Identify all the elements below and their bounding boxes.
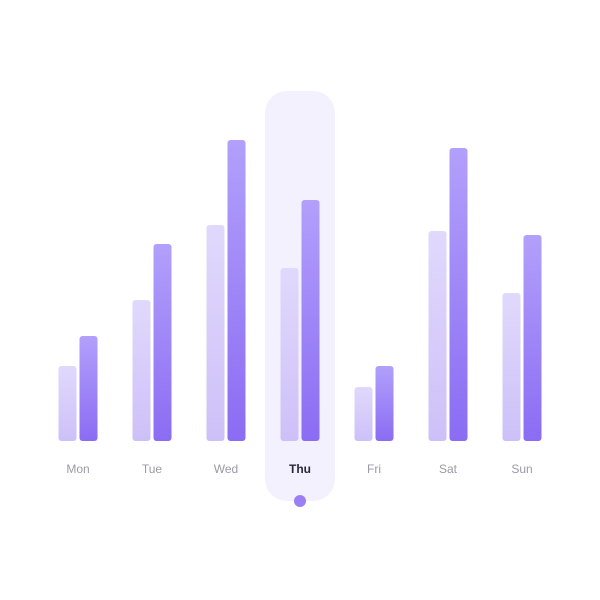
- selected-day-highlight: [265, 91, 335, 501]
- bar-mon-dark[interactable]: [79, 336, 98, 441]
- bar-tue-light[interactable]: [132, 300, 151, 441]
- bar-sat-light[interactable]: [428, 231, 447, 441]
- x-tick-label-fri[interactable]: Fri: [367, 462, 381, 476]
- selected-day-indicator-dot: [294, 495, 306, 507]
- bar-tue-dark[interactable]: [153, 244, 172, 441]
- x-tick-label-tue[interactable]: Tue: [142, 462, 163, 476]
- x-tick-label-wed[interactable]: Wed: [214, 462, 238, 476]
- bar-sat-dark[interactable]: [449, 148, 468, 441]
- bar-wed-light[interactable]: [206, 225, 225, 441]
- x-tick-label-sat[interactable]: Sat: [439, 462, 458, 476]
- bar-thu-light[interactable]: [280, 268, 299, 441]
- bar-wed-dark[interactable]: [227, 140, 246, 441]
- bar-fri-light[interactable]: [354, 387, 373, 441]
- x-tick-label-mon[interactable]: Mon: [66, 462, 89, 476]
- bar-mon-light[interactable]: [58, 366, 77, 441]
- bar-sun-dark[interactable]: [523, 235, 542, 441]
- x-tick-label-sun[interactable]: Sun: [511, 462, 532, 476]
- bar-sun-light[interactable]: [502, 293, 521, 441]
- x-tick-label-thu[interactable]: Thu: [289, 462, 311, 476]
- bar-thu-dark[interactable]: [301, 200, 320, 441]
- bar-fri-dark[interactable]: [375, 366, 394, 441]
